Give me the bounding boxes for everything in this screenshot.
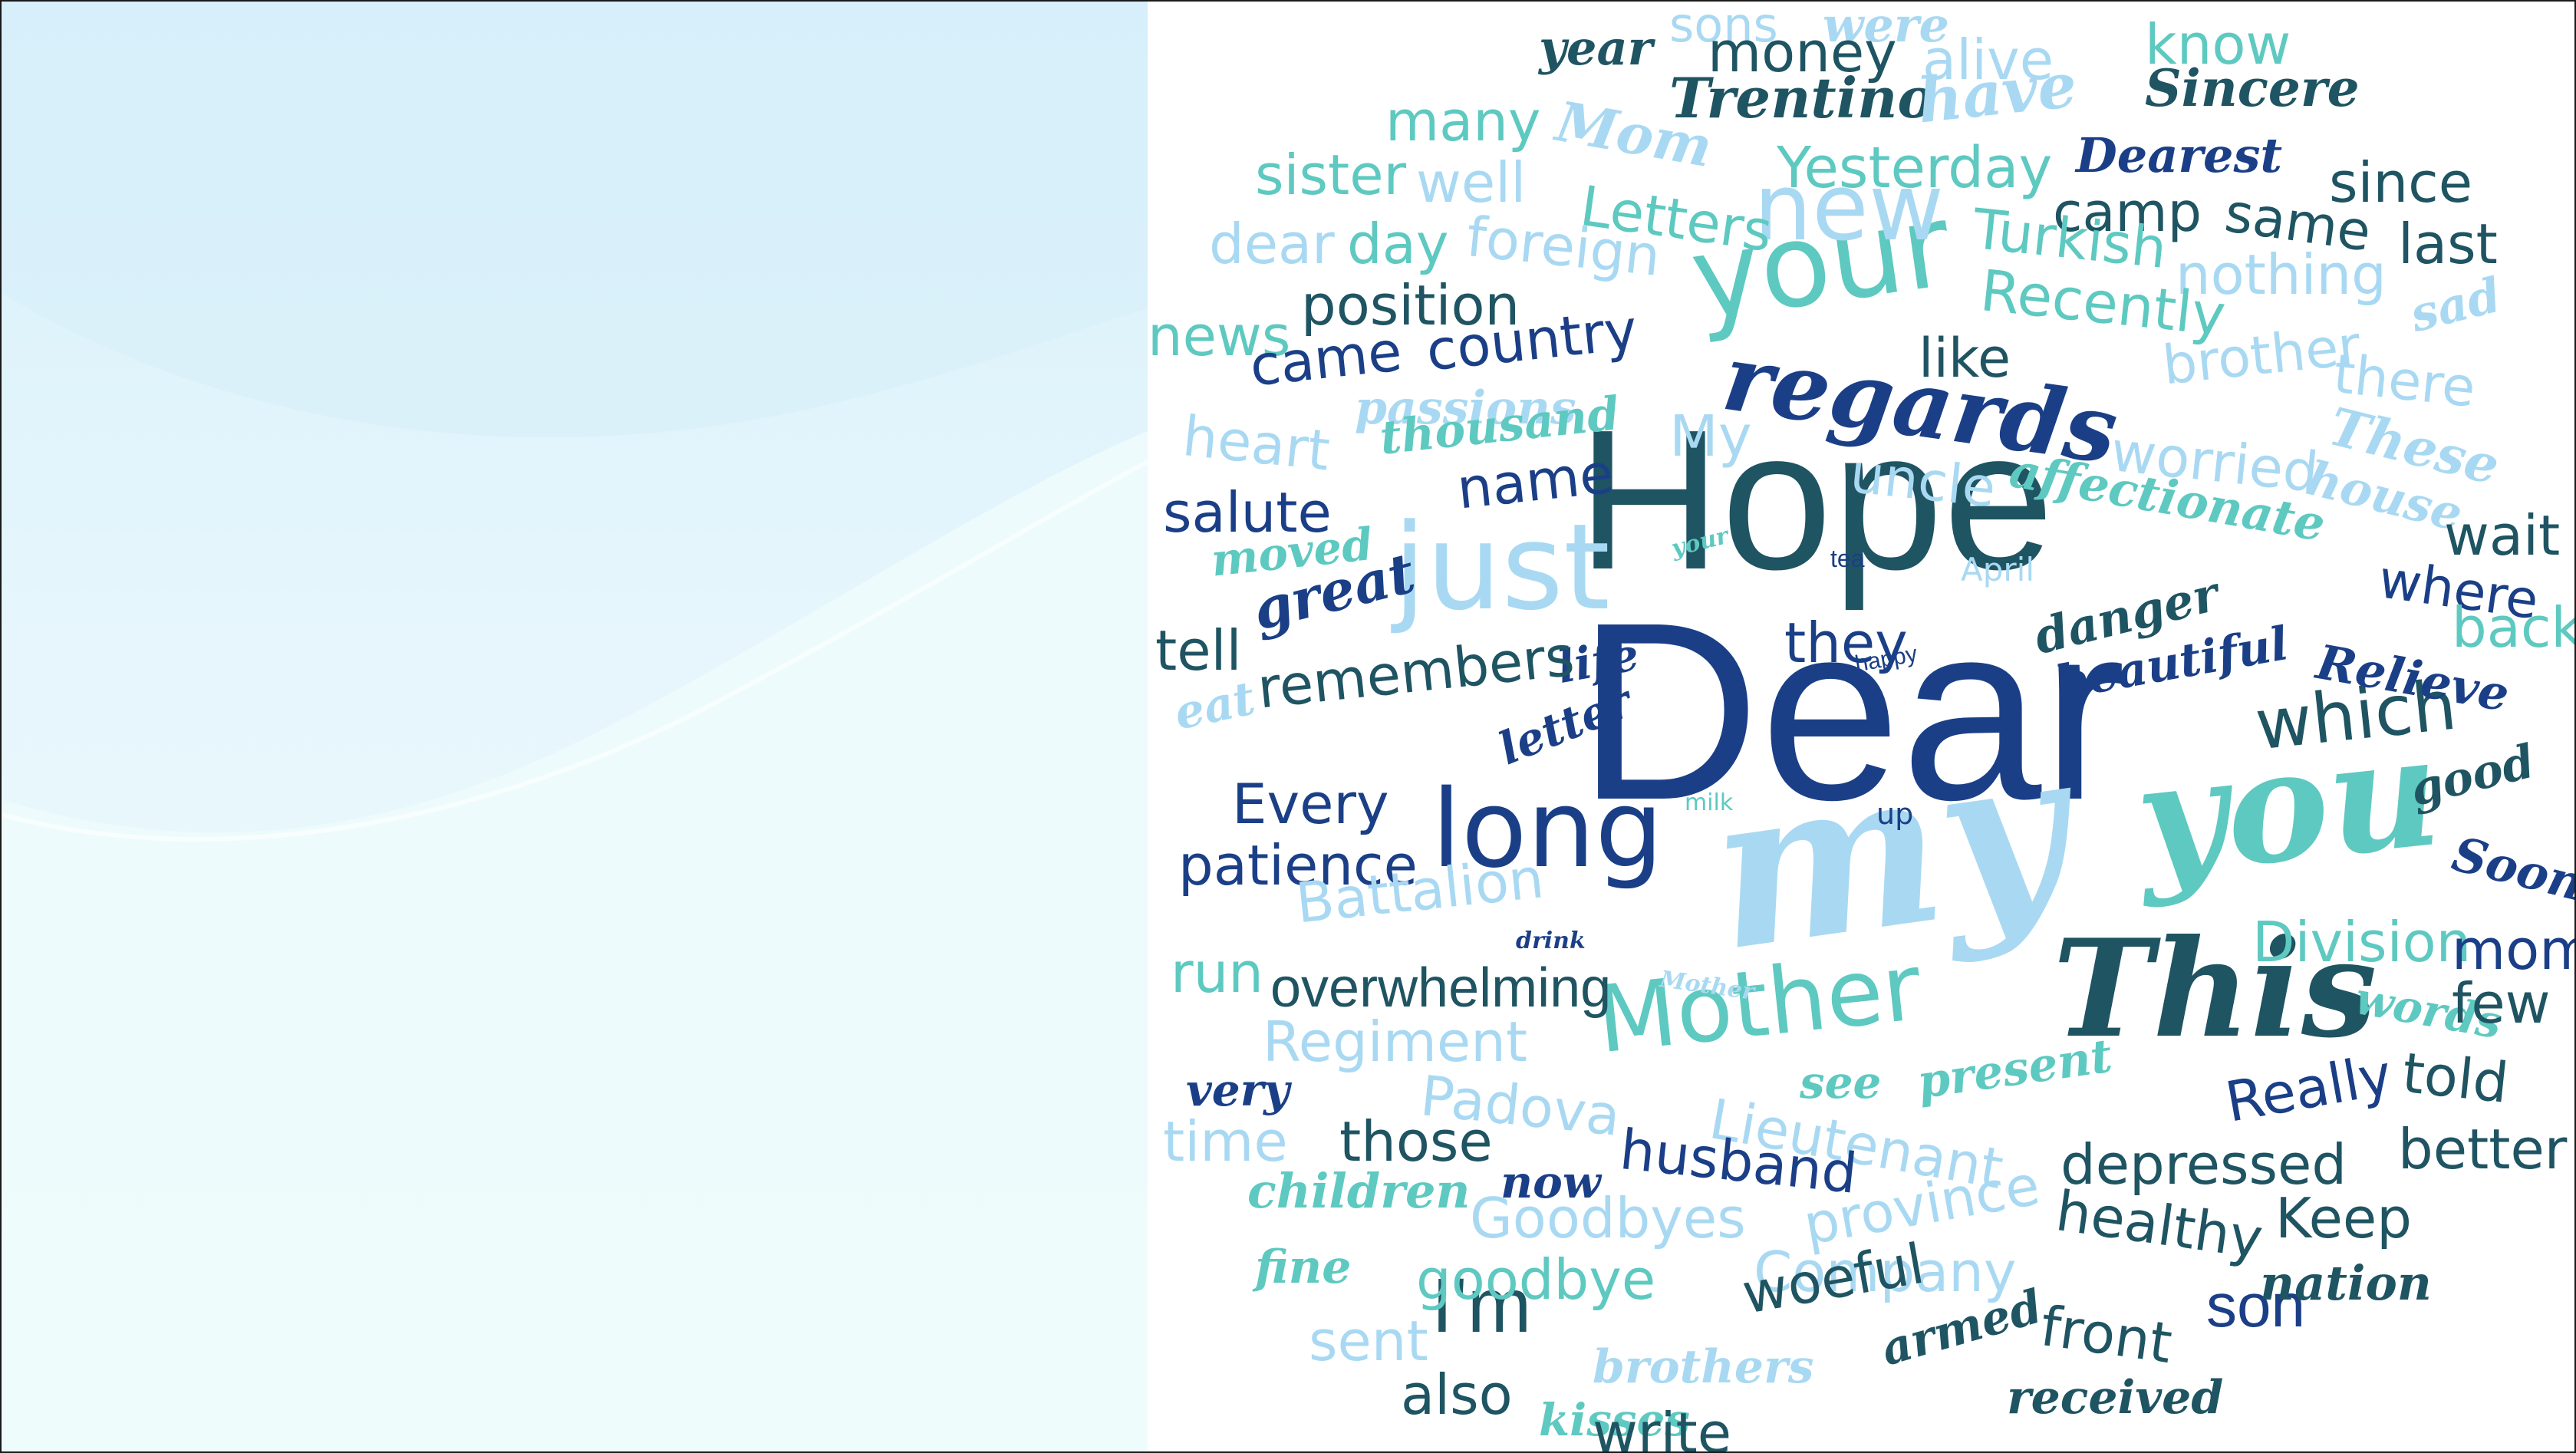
cloud-word: news — [1148, 304, 1291, 368]
cloud-word: April — [1961, 551, 2034, 588]
cloud-word: mom — [2452, 918, 2574, 982]
cloud-word: write — [1593, 1401, 1732, 1451]
cloud-word: Company — [1754, 1240, 2017, 1304]
cloud-word: heart — [1179, 404, 1333, 483]
cloud-word: kisses — [1539, 1394, 1691, 1446]
cloud-word: goodbye — [1416, 1247, 1656, 1312]
cloud-word: many — [1385, 89, 1541, 153]
cloud-word: patience — [1178, 833, 1418, 898]
cloud-word: overwhelming — [1270, 957, 1612, 1019]
gradient-background-panel — [2, 2, 1148, 1451]
cloud-word: Dear — [1577, 569, 2126, 852]
cloud-word: children — [1247, 1163, 1471, 1219]
cloud-word: present — [1914, 1029, 2116, 1110]
cloud-word: time — [1163, 1109, 1288, 1174]
cloud-word: Division — [2252, 910, 2472, 974]
cloud-word: milk — [1685, 789, 1734, 816]
cloud-word: just — [1393, 498, 1610, 637]
cloud-word: son — [2206, 1271, 2305, 1339]
cloud-word: front — [2037, 1293, 2176, 1376]
cloud-word: Soon — [2446, 825, 2574, 912]
cloud-word: very — [1186, 1064, 1290, 1116]
wave-decoration — [2, 2, 1148, 1451]
cloud-word: day — [1347, 212, 1449, 276]
word-cloud: Dear Hope my you This your regards just long Moth… — [1148, 2, 2574, 1451]
cloud-word: passions — [1355, 381, 1576, 435]
cloud-word: received — [2007, 1371, 2224, 1425]
cloud-word: better — [2398, 1117, 2568, 1181]
cloud-word: also — [1401, 1362, 1513, 1427]
cloud-word: I'm — [1431, 1263, 1532, 1349]
cloud-word: money — [1708, 20, 1897, 84]
cloud-word: Regiment — [1263, 1010, 1528, 1074]
cloud-word: back — [2452, 595, 2574, 660]
cloud-word: Sincere — [2145, 58, 2360, 118]
cloud-word: tea — [1830, 545, 1865, 572]
cloud-word: brothers — [1593, 1340, 1814, 1394]
cloud-word: now — [1500, 1156, 1601, 1208]
cloud-word: nation — [2260, 1255, 2432, 1311]
cloud-word: nothing — [2176, 242, 2387, 307]
cloud-word: Dearest — [2076, 127, 2283, 183]
cloud-word: Trentino — [1669, 65, 1935, 130]
cloud-word: know — [2145, 12, 2291, 77]
cloud-word: drink — [1516, 927, 1586, 954]
cloud-word: sent — [1309, 1309, 1428, 1373]
cloud-word: eat — [1169, 671, 1260, 741]
cloud-word: dear — [1209, 212, 1335, 276]
cloud-word: Goodbyes — [1470, 1186, 1746, 1250]
cloud-word: they — [1784, 611, 1908, 675]
cloud-word: like — [1919, 327, 2011, 390]
cloud-word: My — [1669, 404, 1752, 470]
cloud-word: position — [1301, 273, 1520, 338]
cloud-word: fine — [1255, 1240, 1352, 1294]
cloud-word: depressed — [2060, 1132, 2347, 1197]
cloud-word: few — [2452, 971, 2551, 1036]
cloud-word: sons — [1669, 2, 1778, 53]
cloud-word: Mother — [1591, 934, 1926, 1075]
cloud-word: year — [1539, 20, 1653, 76]
cloud-word: Hope — [1577, 389, 2054, 611]
cloud-word: Yesterday — [1777, 135, 2053, 201]
cloud-word: told — [2399, 1040, 2512, 1115]
cloud-word: have — [1914, 48, 2080, 137]
cloud-word: sad — [2404, 266, 2507, 344]
cloud-word: new — [1754, 155, 1945, 262]
cloud-word: Every — [1232, 772, 1389, 836]
cloud-word: long — [1431, 767, 1664, 892]
cloud-word: those — [1339, 1109, 1493, 1174]
cloud-word: This — [2053, 911, 2377, 1068]
cloud-word: were — [1823, 2, 1949, 53]
cloud-word: run — [1171, 941, 1263, 1005]
cloud-word: wait — [2444, 503, 2561, 568]
cloud-word: well — [1416, 150, 1527, 215]
cloud-word: last — [2398, 212, 2498, 276]
cloud-word: salute — [1163, 480, 1332, 545]
cloud-word: see — [1800, 1056, 1882, 1109]
cloud-word: sister — [1255, 143, 1407, 207]
cloud-word: up — [1876, 797, 1914, 831]
cloud-word: Keep — [2275, 1186, 2412, 1250]
cloud-word: uncle — [1847, 442, 1999, 520]
cloud-word: camp — [2053, 181, 2202, 244]
cloud-word: remembers — [1254, 623, 1577, 721]
cloud-word: name — [1454, 440, 1617, 522]
cloud-word: since — [2329, 150, 2473, 215]
cloud-word: tell — [1155, 618, 1242, 683]
cloud-word: alive — [1922, 28, 2054, 92]
